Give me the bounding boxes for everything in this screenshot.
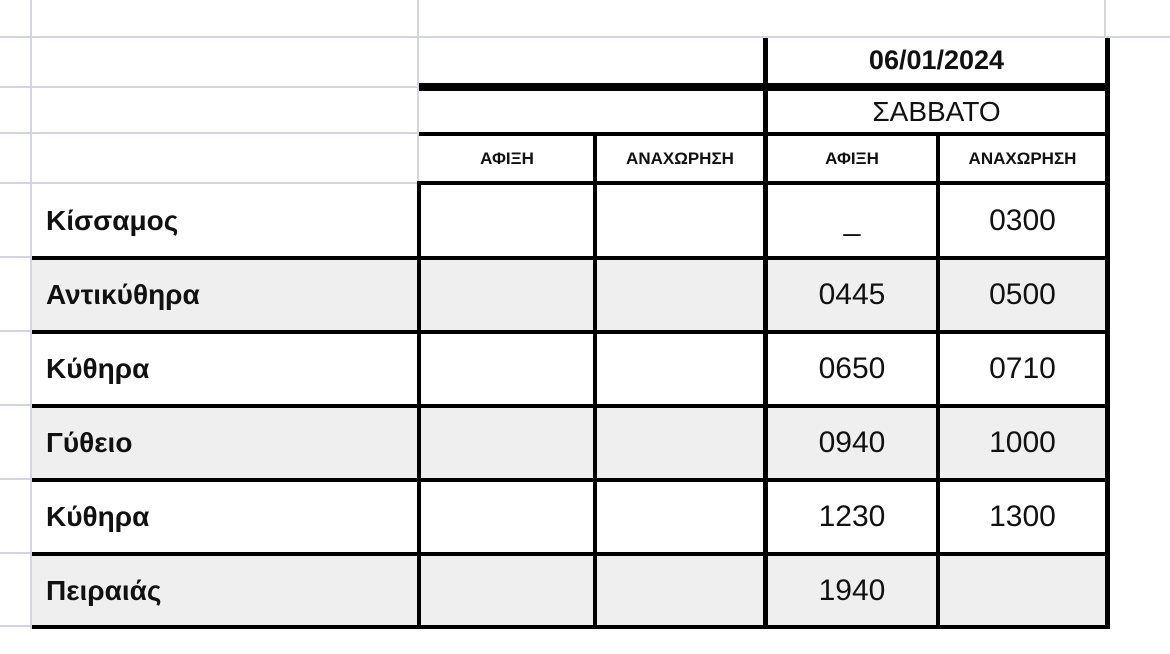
table-border-v [763,38,768,629]
gridline-h [0,36,1170,38]
table-border-v [1105,38,1110,629]
port-cell[interactable]: Πειραιάς [46,574,162,606]
gridline-h [0,182,419,184]
date-cell[interactable]: 06/01/2024 [868,45,1005,75]
gridline-h [0,552,32,554]
gridline-h [0,330,32,332]
table-border-h [32,404,1109,408]
sat-departure-cell[interactable]: 0710 [989,352,1056,385]
arrival-cell[interactable] [421,334,593,404]
sat-departure-cell[interactable]: 1000 [989,426,1056,459]
departure-cell[interactable] [597,556,763,625]
header-departure-left[interactable]: ΑΝΑΧΩΡΗΣΗ [626,148,734,168]
port-cell[interactable]: Κίσσαμος [46,204,179,236]
gridline-h [0,132,419,134]
gridline-h [0,404,32,406]
sat-departure-cell[interactable] [940,556,1105,625]
table-border-h [32,330,1109,334]
departure-cell[interactable] [597,408,763,478]
arrival-cell[interactable] [421,260,593,330]
gridline-h [0,478,32,480]
header-departure-sat[interactable]: ΑΝΑΧΩΡΗΣΗ [968,148,1077,168]
gridline-h [0,86,419,88]
gridline-v [417,0,419,182]
table-border-h [32,256,1109,260]
table-border-v [593,132,597,629]
table-border-h [32,625,1109,629]
header-arrival-sat[interactable]: ΑΦΙΞΗ [825,148,879,168]
arrival-cell[interactable] [421,185,593,256]
row-stripe [32,260,1109,330]
departure-cell[interactable] [597,482,763,552]
arrival-cell[interactable] [421,482,593,552]
table-border-h [32,552,1109,556]
table-border-h [32,478,1109,482]
sat-departure-cell[interactable]: 0300 [989,203,1056,237]
table-border-v [936,132,940,629]
gridline-v [30,0,32,629]
departure-cell[interactable] [597,334,763,404]
sat-arrival-cell[interactable]: _ [843,203,861,237]
sat-departure-cell[interactable]: 0500 [989,278,1056,311]
gridline-v [1104,0,1106,38]
gridline-h [0,256,32,258]
port-cell[interactable]: Αντικύθηρα [46,279,200,310]
departure-cell[interactable] [597,260,763,330]
table-border-v [417,181,421,629]
sat-arrival-cell[interactable]: 0940 [818,426,886,459]
row-stripe [32,556,1109,625]
departure-cell[interactable] [597,185,763,256]
header-arrival-left[interactable]: ΑΦΙΞΗ [480,148,534,168]
sat-arrival-cell[interactable]: 1230 [818,500,886,533]
gridline-h [0,625,32,627]
arrival-cell[interactable] [421,408,593,478]
day-cell[interactable]: ΣΑΒΒΑΤΟ [872,95,1001,127]
sat-arrival-cell[interactable]: 0445 [818,278,886,311]
arrival-cell[interactable] [421,556,593,625]
port-cell[interactable]: Γύθειο [46,427,133,458]
sat-arrival-cell[interactable]: 1940 [818,573,886,607]
sat-arrival-cell[interactable]: 0650 [818,352,886,385]
row-stripe [32,408,1109,478]
port-cell[interactable]: Κύθηρα [46,501,150,532]
port-cell[interactable]: Κύθηρα [46,353,150,384]
sat-departure-cell[interactable]: 1300 [989,500,1056,533]
